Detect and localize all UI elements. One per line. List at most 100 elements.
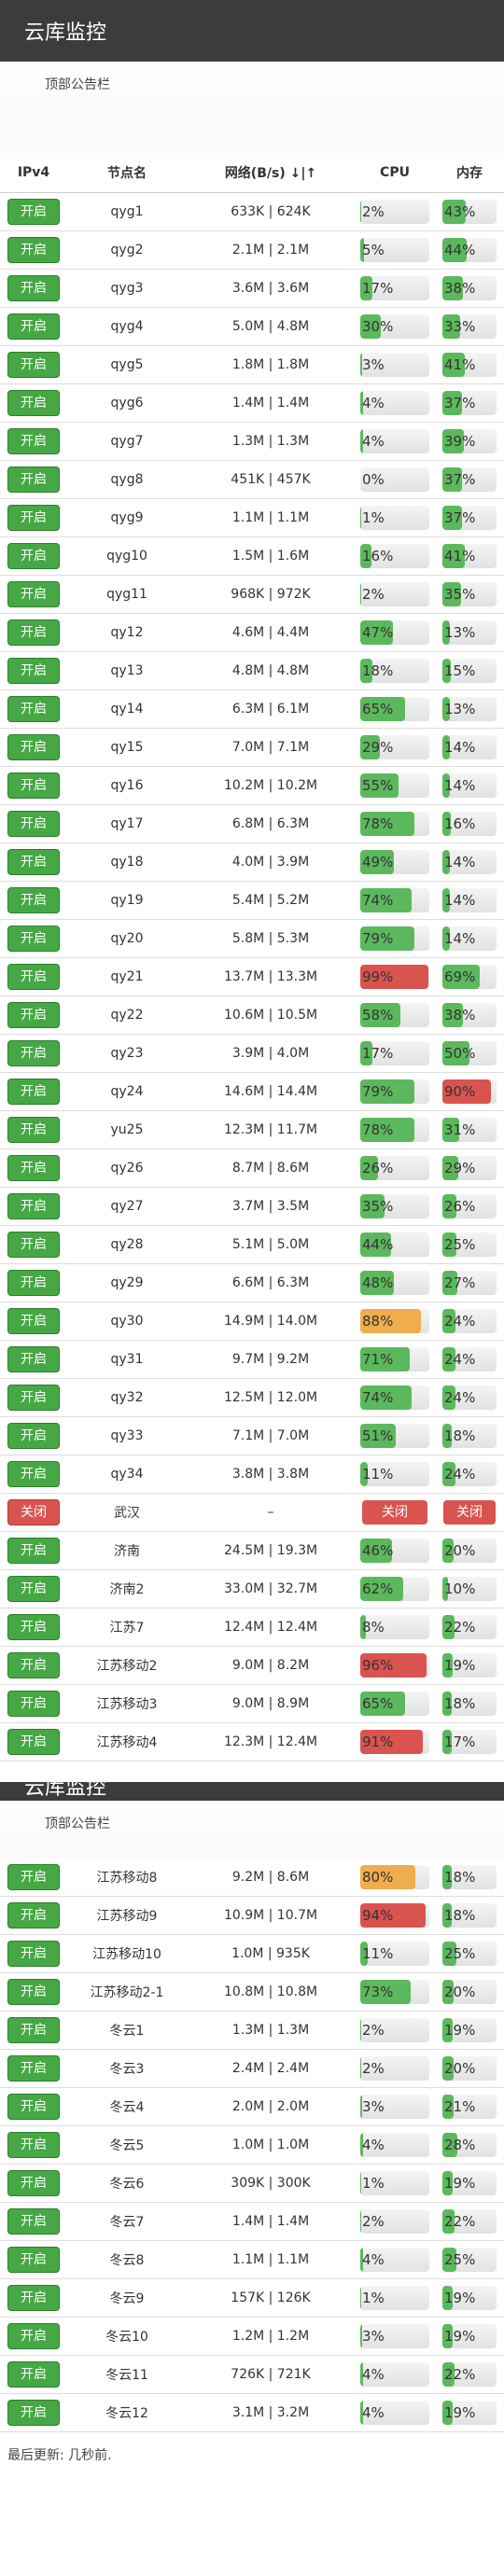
table-row: 开启 qy23 3.9M | 4.0M 17% 50% [0,1034,504,1073]
ipv4-status-button[interactable]: 关闭 [7,1499,60,1525]
ipv4-status-button[interactable]: 开启 [7,1193,60,1219]
ipv4-status-button[interactable]: 开启 [7,2055,60,2082]
header-cpu[interactable]: CPU [355,153,435,193]
network-speed: 451K | 457K [187,460,355,499]
ipv4-status-button[interactable]: 开启 [7,2323,60,2349]
progress-fill [360,1003,400,1027]
network-speed: 4.0M | 3.9M [187,842,355,882]
node-name: qy28 [67,1225,187,1264]
cpu-progress-bar: 48% [360,1271,429,1295]
table-row: 开启 yu25 12.3M | 11.7M 78% 31% [0,1110,504,1149]
progress-label: 20% [444,2060,476,2077]
ipv4-status-button[interactable]: 开启 [7,2361,60,2388]
ipv4-status-button[interactable]: 开启 [7,1308,60,1334]
ipv4-status-button[interactable]: 开启 [7,658,60,684]
ipv4-status-button[interactable]: 开启 [7,773,60,799]
progress-fill [442,353,465,377]
ipv4-status-button[interactable]: 开启 [7,428,60,454]
ipv4-status-button[interactable]: 开启 [7,1902,60,1929]
ipv4-status-button[interactable]: 开启 [7,237,60,263]
memory-progress-bar: 13% [442,620,497,645]
ipv4-status-button[interactable]: 开启 [7,1117,60,1143]
ipv4-status-button[interactable]: 开启 [7,199,60,225]
ipv4-status-button[interactable]: 开启 [7,1614,60,1640]
ipv4-status-button[interactable]: 开启 [7,1079,60,1105]
ipv4-status-button[interactable]: 开启 [7,1691,60,1717]
memory-cell: 26% [435,1187,504,1226]
header-network[interactable]: 网络(B/s) ↓|↑ [187,153,355,193]
ipv4-status-button[interactable]: 开启 [7,1423,60,1449]
ipv4-status-button[interactable]: 开启 [7,1385,60,1411]
ipv4-status-button[interactable]: 开启 [7,620,60,646]
table-row: 开启 qy34 3.8M | 3.8M 11% 24% [0,1455,504,1494]
cpu-progress-bar: 88% [360,1309,429,1333]
ipv4-status-button[interactable]: 开启 [7,352,60,378]
ipv4-status-button[interactable]: 开启 [7,2247,60,2273]
ipv4-status-button[interactable]: 开启 [7,313,60,340]
ipv4-status-button[interactable]: 开启 [7,2094,60,2120]
ipv4-status-button[interactable]: 开启 [7,1155,60,1181]
server-table-continued: 开启 江苏移动8 9.2M | 8.6M 80% 18% 开启 江苏移动9 10.9M | 1… [0,1859,504,2432]
header-node[interactable]: 节点名 [67,153,187,193]
ipv4-status-button[interactable]: 开启 [7,543,60,569]
ipv4-status-button[interactable]: 开启 [7,1729,60,1755]
ipv4-status-button[interactable]: 开启 [7,734,60,760]
memory-progress-bar: 41% [442,544,497,568]
cpu-progress-bar: 35% [360,1194,429,1218]
header-memory[interactable]: 内存 [435,153,504,193]
ipv4-status-button[interactable]: 开启 [7,1346,60,1372]
cpu-progress-bar: 4% [360,391,429,415]
ipv4-cell: 开启 [0,307,67,346]
cpu-progress-bar: 17% [360,1041,429,1065]
ipv4-status-button[interactable]: 开启 [7,1040,60,1066]
ipv4-status-button[interactable]: 开启 [7,1576,60,1602]
ipv4-status-button[interactable]: 开启 [7,811,60,837]
header-ipv4[interactable]: IPv4 [0,153,67,193]
ipv4-status-button[interactable]: 开启 [7,1941,60,1967]
ipv4-status-button[interactable]: 开启 [7,275,60,301]
ipv4-status-button[interactable]: 开启 [7,2400,60,2426]
ipv4-status-button[interactable]: 开启 [7,2017,60,2043]
ipv4-status-button[interactable]: 开启 [7,1461,60,1487]
ipv4-status-button[interactable]: 开启 [7,581,60,607]
progress-fill [360,391,363,415]
ipv4-cell: 开启 [0,1110,67,1149]
ipv4-status-button[interactable]: 开启 [7,466,60,493]
ipv4-status-button[interactable]: 开启 [7,1652,60,1678]
ipv4-status-button[interactable]: 开启 [7,1232,60,1258]
ipv4-status-button[interactable]: 开启 [7,1270,60,1296]
ipv4-status-button[interactable]: 开启 [7,1002,60,1028]
ipv4-status-button[interactable]: 开启 [7,2132,60,2158]
network-speed: 12.5M | 12.0M [187,1378,355,1417]
ipv4-status-button[interactable]: 开启 [7,887,60,913]
memory-progress-bar: 24% [442,1347,497,1372]
ipv4-status-button[interactable]: 开启 [7,390,60,416]
ipv4-status-button[interactable]: 开启 [7,1979,60,2005]
ipv4-status-button[interactable]: 开启 [7,964,60,990]
progress-label: 25% [444,1236,476,1253]
progress-fill [360,1942,369,1966]
progress-label: 17% [362,280,394,297]
progress-label: 94% [362,1907,394,1924]
memory-cell: 90% [435,1072,504,1111]
ipv4-status-button[interactable]: 开启 [7,926,60,952]
ipv4-status-button[interactable]: 开启 [7,2170,60,2196]
progress-label: 29% [362,739,394,756]
ipv4-status-button[interactable]: 开启 [7,2285,60,2311]
ipv4-status-button[interactable]: 开启 [7,2208,60,2235]
network-speed: 157K | 126K [187,2278,355,2318]
cpu-progress-bar: 30% [360,314,429,339]
ipv4-status-button[interactable]: 开启 [7,505,60,531]
cpu-progress-bar: 4% [360,2362,429,2387]
last-update: 最后更新: 几秒前. [7,2448,112,2463]
network-speed: 968K | 972K [187,575,355,614]
cpu-progress-bar: 65% [360,697,429,721]
ipv4-status-button[interactable]: 开启 [7,696,60,722]
progress-fill [360,353,363,377]
memory-progress-bar: 22% [442,1615,497,1639]
ipv4-status-button[interactable]: 开启 [7,1864,60,1890]
ipv4-status-button[interactable]: 开启 [7,1538,60,1564]
ipv4-status-button[interactable]: 开启 [7,849,60,875]
memory-cell: 38% [435,269,504,308]
memory-cell: 19% [435,2164,504,2203]
